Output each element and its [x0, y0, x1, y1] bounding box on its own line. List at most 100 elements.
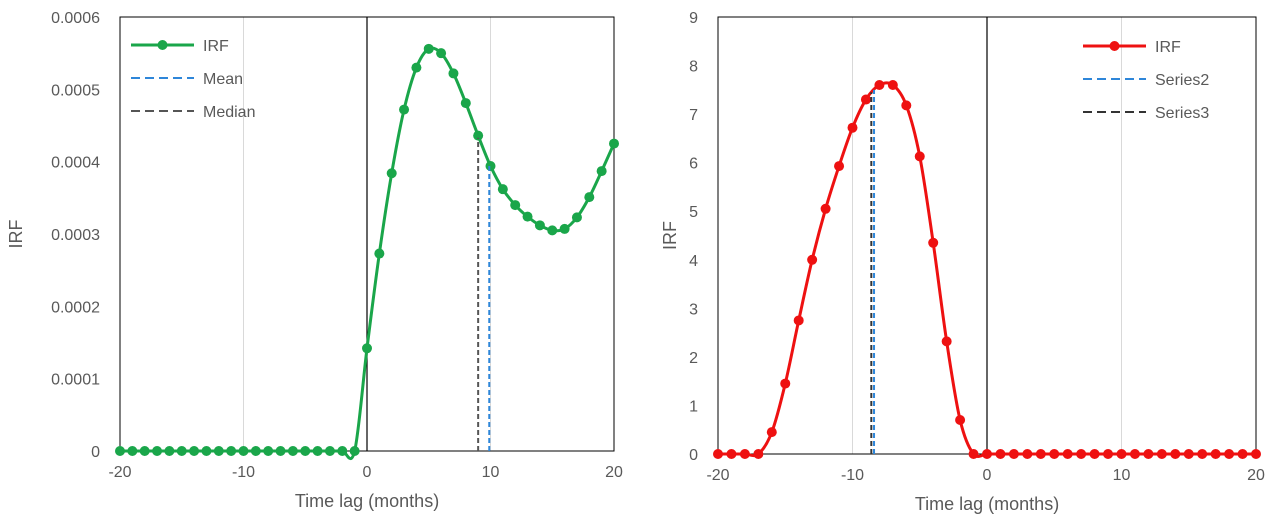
data-point [497, 184, 508, 195]
data-point [1049, 449, 1060, 459]
y-axis-title: IRF [6, 220, 26, 249]
data-point [860, 94, 871, 105]
data-point [739, 449, 750, 459]
data-point [874, 79, 885, 90]
data-point [485, 161, 496, 172]
y-tick-label: 0.0006 [51, 10, 100, 27]
y-tick-label: 1 [689, 398, 698, 415]
data-point [820, 203, 831, 214]
data-point [968, 449, 979, 459]
y-tick-label: 0 [91, 444, 100, 461]
data-point [127, 446, 138, 456]
data-point [324, 446, 335, 456]
legend-label: IRF [203, 38, 229, 55]
data-point [1062, 449, 1073, 459]
data-point [955, 415, 966, 426]
y-tick-label: 0 [689, 447, 698, 464]
data-point [1251, 449, 1261, 459]
data-point [914, 151, 925, 162]
legend-entry-mean: Mean [131, 71, 243, 88]
data-point [226, 446, 237, 456]
y-tick-label: 4 [689, 253, 698, 270]
data-point [995, 449, 1006, 459]
data-point [213, 446, 224, 456]
data-point [1237, 449, 1248, 459]
chart-left-irf: -20 -10 0 10 20 0 0.0001 0.0002 0.0003 0.0004 0.00… [6, 10, 623, 511]
y-tick-label: 0.0005 [51, 82, 100, 99]
data-point [176, 446, 187, 456]
y-tick-label: 0.0002 [51, 299, 100, 316]
x-axis-title: Time lag (months) [915, 494, 1059, 514]
data-point [152, 446, 163, 456]
x-tick-label: 0 [363, 464, 372, 481]
legend-marker [1109, 41, 1120, 51]
data-point [584, 192, 595, 203]
legend-entry-irf: IRF [131, 38, 229, 55]
data-point [411, 62, 422, 73]
data-point [436, 48, 447, 59]
y-tick-label: 3 [689, 301, 698, 318]
data-point [780, 378, 791, 389]
data-point [1170, 449, 1181, 459]
data-point [473, 130, 484, 141]
data-point [1183, 449, 1194, 459]
data-point [312, 446, 323, 456]
data-point [766, 427, 777, 438]
data-point [982, 449, 992, 459]
chart-right-irf: -20 -10 0 10 20 0 1 2 3 4 5 6 7 8 9 Time lag (months) IR… [660, 10, 1265, 514]
data-point [1089, 449, 1100, 459]
data-point [374, 248, 385, 259]
data-point [1129, 449, 1140, 459]
x-tick-label: -10 [841, 467, 864, 484]
data-point [609, 138, 619, 149]
data-point [847, 122, 858, 133]
data-point [522, 211, 533, 222]
data-point [753, 449, 764, 459]
data-point [275, 446, 286, 456]
y-tick-label: 2 [689, 350, 698, 367]
x-tick-label: 20 [1247, 467, 1265, 484]
legend-label: IRF [1155, 39, 1181, 56]
y-axis-title: IRF [660, 221, 680, 250]
data-point [238, 446, 249, 456]
data-point [571, 212, 582, 223]
y-tick-label: 8 [689, 59, 698, 76]
data-point [337, 446, 348, 456]
x-tick-label: -20 [706, 467, 729, 484]
legend-entry-series3: Series3 [1083, 105, 1209, 122]
data-point [534, 220, 545, 231]
data-point [399, 104, 410, 115]
data-point [448, 68, 459, 79]
data-point [1035, 449, 1046, 459]
data-point [139, 446, 150, 456]
x-tick-label: 10 [482, 464, 500, 481]
data-point [1156, 449, 1167, 459]
x-tick-label: 20 [605, 464, 623, 481]
legend-entry-series2: Series2 [1083, 72, 1209, 89]
legend-label: Series2 [1155, 72, 1209, 89]
data-point [349, 446, 360, 456]
data-point [189, 446, 200, 456]
y-tick-label: 6 [689, 156, 698, 173]
data-point [928, 237, 939, 248]
data-point [263, 446, 274, 456]
data-point [887, 79, 898, 90]
data-point [1022, 449, 1033, 459]
y-tick-label: 5 [689, 204, 698, 221]
y-tick-label: 7 [689, 107, 698, 124]
data-point [1076, 449, 1087, 459]
y-tick-label: 9 [689, 10, 698, 27]
legend-marker [157, 40, 168, 50]
x-tick-label: 0 [983, 467, 992, 484]
data-point [726, 449, 737, 459]
data-point [793, 315, 804, 326]
data-point [1224, 449, 1235, 459]
data-point [460, 98, 471, 109]
data-point [115, 446, 125, 456]
legend-label: Series3 [1155, 105, 1209, 122]
legend-label: Median [203, 104, 255, 121]
data-point [300, 446, 311, 456]
x-tick-label: 10 [1113, 467, 1131, 484]
data-point [834, 161, 845, 172]
